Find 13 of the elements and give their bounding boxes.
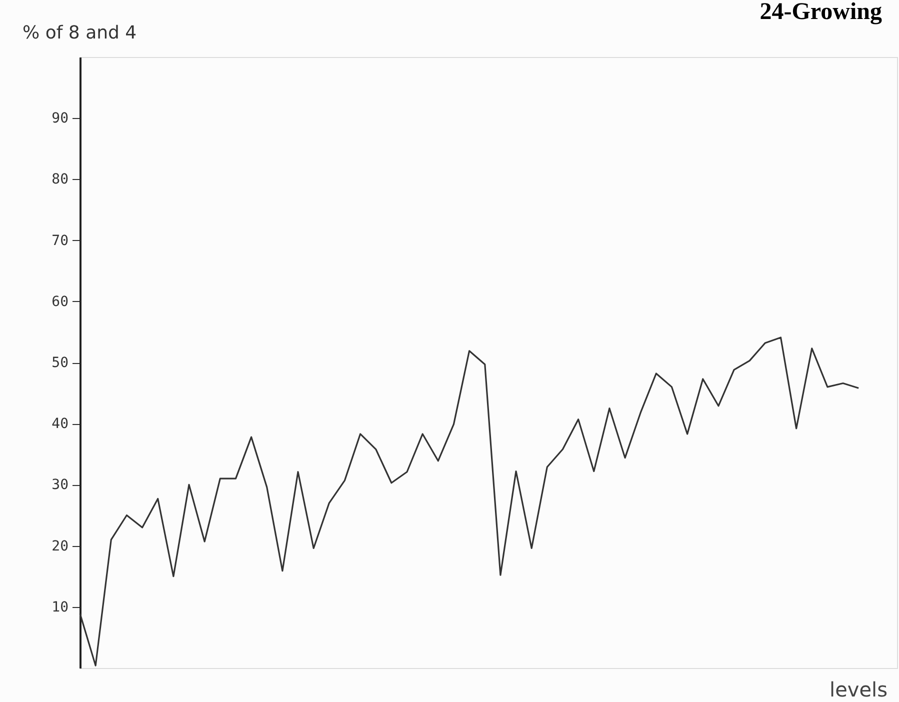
chart-title: 24-Growing — [760, 0, 882, 25]
y-tick-label: 30 — [52, 477, 68, 494]
y-axis-title: % of 8 and 4 — [22, 22, 137, 44]
y-tick-label: 40 — [52, 416, 68, 432]
y-tick-label: 50 — [52, 355, 68, 371]
y-tick-label: 20 — [52, 538, 68, 554]
y-tick-label: 10 — [52, 599, 68, 616]
y-tick-label: 80 — [52, 172, 68, 188]
line-series — [79, 336, 860, 666]
y-tick-label: 70 — [52, 232, 68, 249]
y-tick-label: 90 — [52, 110, 68, 127]
y-tick-label: 60 — [52, 294, 68, 310]
x-axis-title: levels — [830, 678, 888, 702]
